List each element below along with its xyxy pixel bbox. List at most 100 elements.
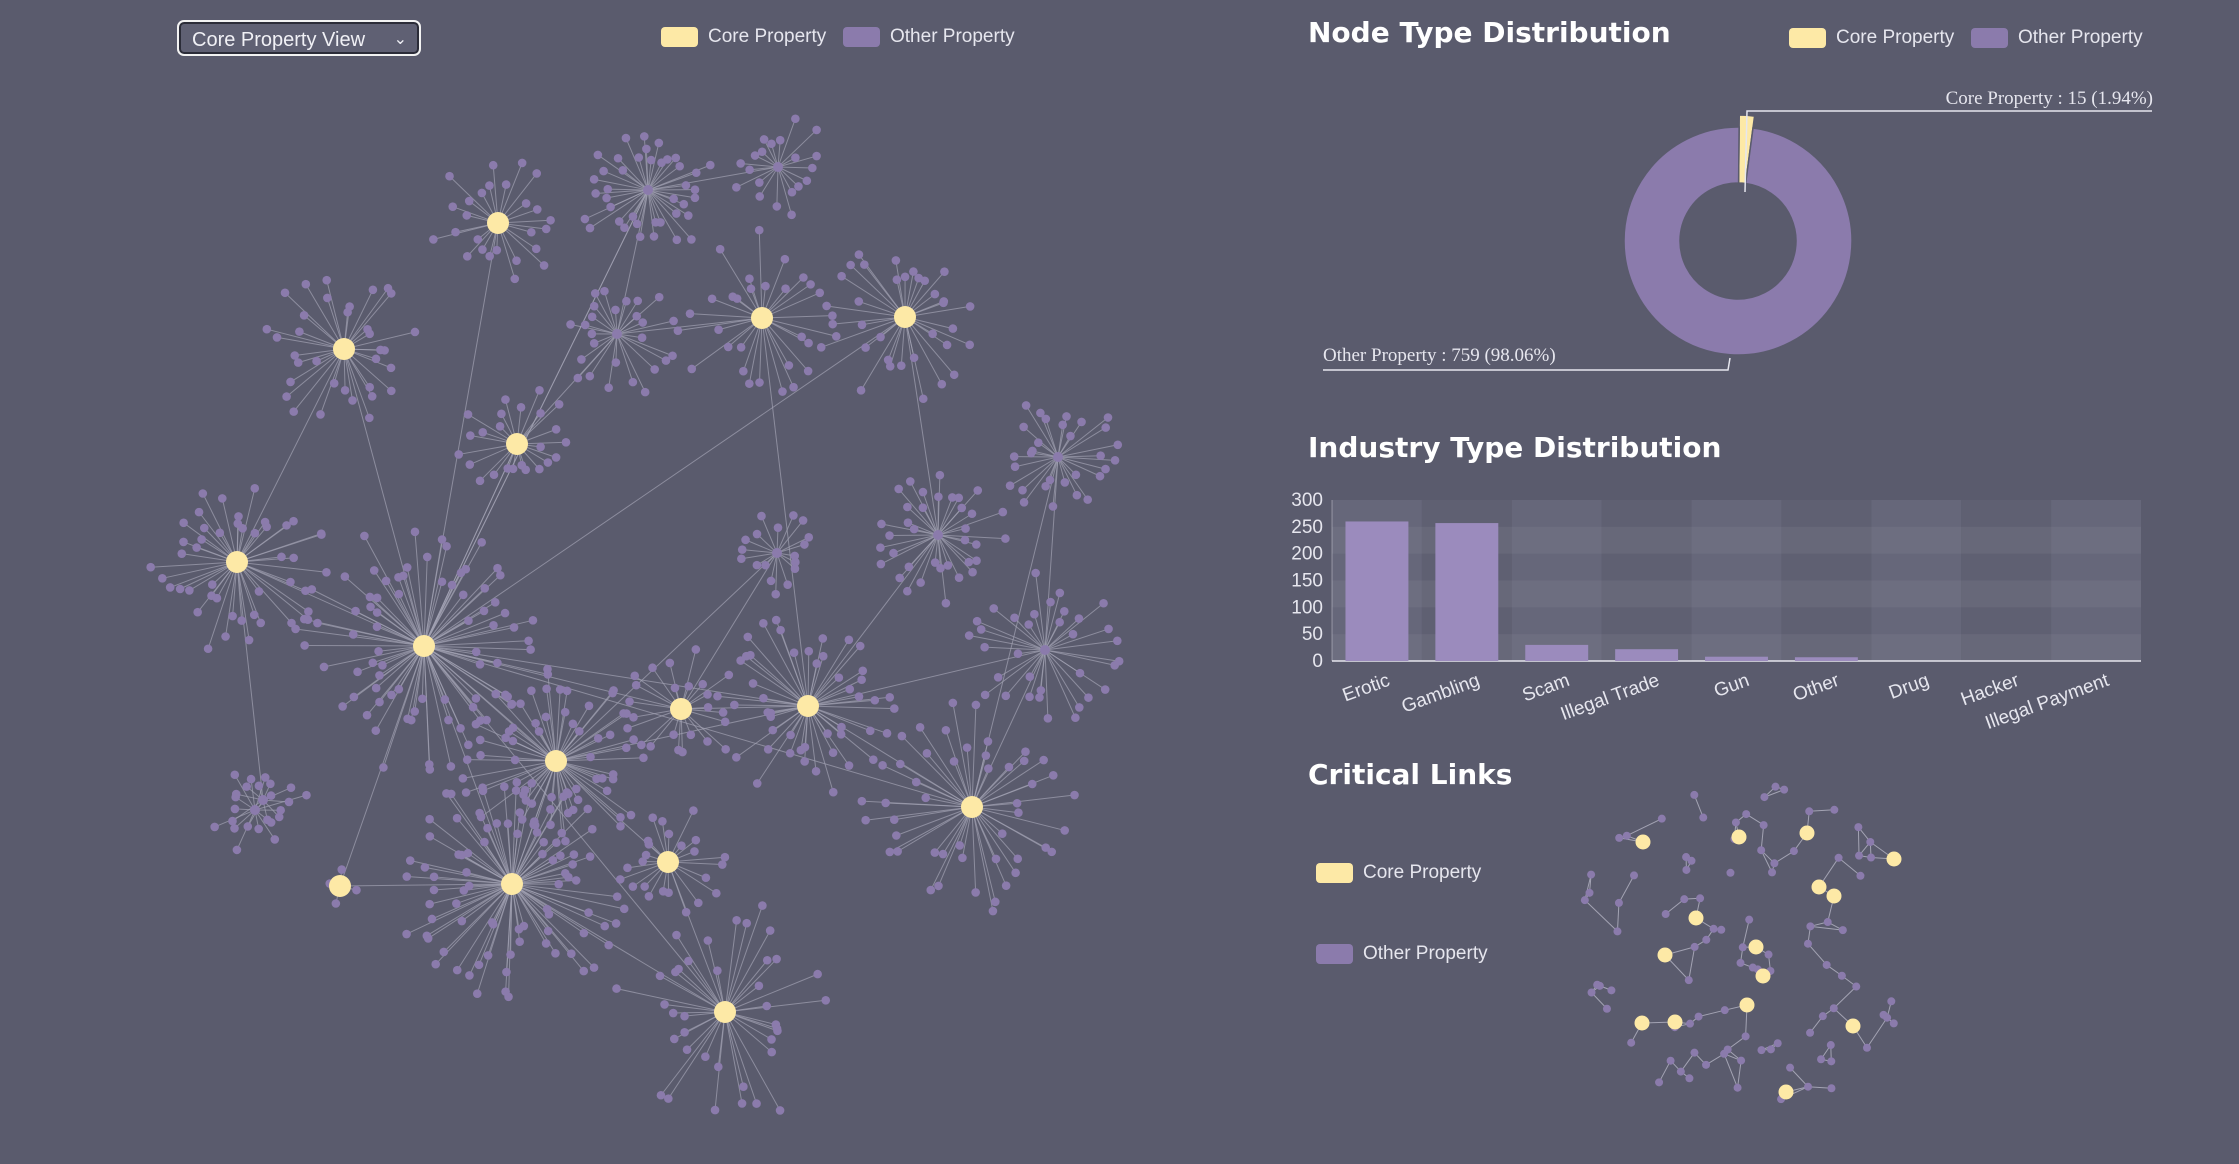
- other-property-node: [465, 971, 474, 980]
- critical-edge: [1616, 902, 1620, 932]
- other-property-node: [885, 847, 895, 857]
- graph-edge: [741, 552, 778, 560]
- other-property-node: [964, 631, 974, 640]
- other-property-node: [243, 822, 253, 831]
- graph-edge: [807, 705, 973, 808]
- other-property-node: [670, 683, 680, 693]
- graph-edge: [427, 883, 513, 939]
- other-property-node: [672, 209, 681, 218]
- graph-edge: [236, 561, 250, 641]
- other-slice-label: Other Property : 759 (98.06%): [1323, 345, 1556, 366]
- other-property-node: [967, 509, 977, 519]
- graph-edge: [353, 633, 425, 647]
- other-property-node: [854, 250, 864, 259]
- critical-legend-core[interactable]: Core Property: [1316, 862, 1481, 884]
- other-property-node: [1818, 1012, 1827, 1021]
- other-property-node: [632, 219, 642, 229]
- other-property-node: [604, 940, 614, 950]
- y-tick-label: 150: [1291, 571, 1323, 592]
- other-property-node: [394, 684, 404, 694]
- other-property-node: [761, 281, 770, 291]
- other-property-node: [485, 251, 494, 261]
- other-property-node: [535, 386, 544, 395]
- other-property-node: [602, 193, 611, 203]
- other-property-node: [658, 887, 668, 896]
- other-property-node: [1066, 431, 1075, 441]
- graph-edge: [236, 561, 327, 573]
- property-network-graph[interactable]: [0, 0, 1160, 1164]
- other-property-node: [584, 908, 593, 917]
- other-property-node: [458, 774, 468, 783]
- other-property-node: [1622, 831, 1631, 840]
- other-property-node: [694, 898, 703, 908]
- graph-edge: [937, 513, 973, 536]
- other-property-node: [737, 1099, 747, 1108]
- bar-erotic: [1345, 521, 1409, 661]
- bar-band: [1961, 500, 2052, 661]
- graph-edge: [343, 348, 370, 419]
- other-property-node: [954, 573, 964, 583]
- graph-edge: [423, 645, 477, 699]
- other-property-node: [563, 808, 573, 818]
- other-property-node: [478, 245, 487, 254]
- other-property-node: [521, 199, 531, 208]
- node-type-legend-other[interactable]: Other Property: [1971, 27, 2143, 49]
- other-property-node: [720, 717, 730, 727]
- legend-core-label: Core Property: [1363, 862, 1482, 883]
- other-property-node: [452, 899, 461, 908]
- other-property-node: [1084, 693, 1093, 702]
- other-property-node: [1613, 927, 1622, 936]
- other-property-node: [761, 560, 770, 570]
- other-property-node: [1682, 865, 1691, 874]
- other-property-node: [1655, 1078, 1664, 1087]
- other-property-node: [797, 332, 806, 342]
- other-property-node: [1736, 958, 1745, 967]
- other-property-node: [463, 410, 473, 419]
- other-property-node: [718, 708, 728, 717]
- other-property-node: [1717, 925, 1726, 934]
- other-property-node: [632, 311, 642, 321]
- critical-legend-other[interactable]: Other Property: [1316, 943, 1488, 965]
- graph-edge: [423, 645, 973, 808]
- graph-edge: [1029, 649, 1046, 697]
- other-property-node: [471, 694, 481, 703]
- other-property-node: [1070, 790, 1079, 800]
- other-property-node: [828, 748, 838, 757]
- other-property-node: [1030, 609, 1039, 619]
- other-property-node: [569, 850, 579, 859]
- other-property-node: [367, 392, 377, 401]
- other-property-node: [651, 218, 660, 227]
- bar-illegal-trade: [1615, 649, 1679, 661]
- graph-edge: [969, 635, 1046, 651]
- graph-edge: [304, 644, 425, 647]
- other-property-node: [621, 133, 631, 143]
- core-property-node: [329, 875, 351, 897]
- graph-edge: [616, 320, 674, 335]
- other-property-node: [755, 192, 765, 201]
- legend-core[interactable]: Core Property: [661, 26, 826, 48]
- graph-edge: [511, 812, 521, 885]
- graph-edge: [618, 189, 649, 222]
- other-property-node: [712, 888, 721, 898]
- other-property-node: [739, 366, 748, 376]
- graph-edge: [897, 806, 973, 852]
- other-property-node: [337, 865, 347, 874]
- view-select[interactable]: Core Property View ⌄: [177, 20, 421, 56]
- other-property-node: [179, 537, 188, 547]
- graph-edge: [555, 760, 563, 834]
- other-property-node: [941, 725, 951, 735]
- other-property-node: [1687, 856, 1696, 865]
- other-property-node: [687, 235, 696, 244]
- other-property-node: [997, 829, 1007, 838]
- other-property-node: [812, 151, 821, 161]
- graph-edge: [1057, 456, 1089, 500]
- critical-links-graph[interactable]: [1540, 770, 1940, 1130]
- other-property-node: [758, 901, 767, 910]
- legend-other[interactable]: Other Property: [843, 26, 1015, 48]
- graph-edge: [363, 535, 425, 647]
- bar-band: [1601, 500, 1692, 661]
- other-label-leader: [1323, 357, 1731, 371]
- other-property-node: [687, 364, 697, 374]
- graph-edge: [647, 189, 678, 241]
- node-type-legend-core[interactable]: Core Property: [1789, 27, 1954, 49]
